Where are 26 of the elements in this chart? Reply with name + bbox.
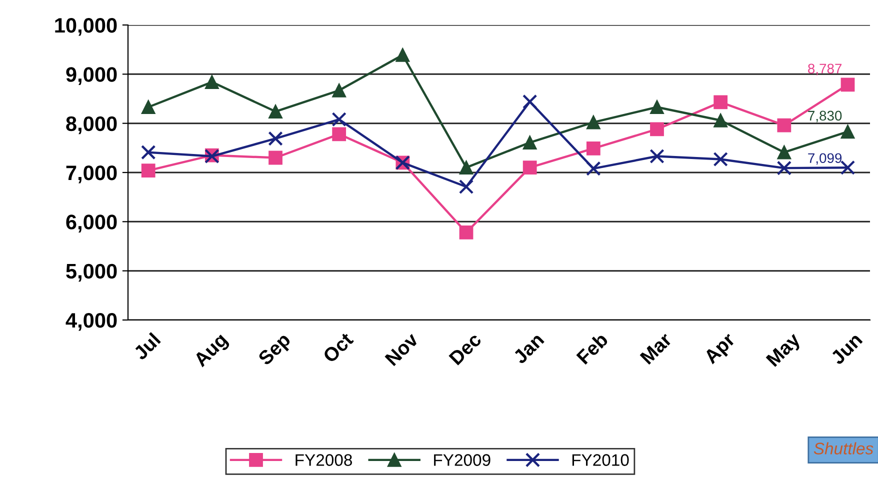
data-label: 7,830 <box>808 110 842 122</box>
data-label: 8,787 <box>808 64 842 76</box>
y-tick-label: 4,000 <box>66 313 117 331</box>
y-tick-label: 6,000 <box>66 214 117 232</box>
x-tick-label: Aug <box>192 332 231 370</box>
text: Shuttles <box>814 442 874 454</box>
data-label: 7,099 <box>808 153 842 165</box>
x-tick-label: Jan <box>512 332 545 365</box>
x-tick-label: May <box>766 332 804 370</box>
y-tick-label: 10,000 <box>55 18 117 36</box>
x-tick-label: Sep <box>257 332 294 369</box>
x-tick-label: Dec <box>448 332 482 366</box>
y-tick-label: 7,000 <box>66 166 117 184</box>
legend-label: FY2008 <box>296 454 352 466</box>
x-tick-label: Oct <box>322 332 354 364</box>
x-tick-label: Mar <box>640 332 673 365</box>
x-tick-label: Feb <box>576 332 609 365</box>
x-tick-label: Apr <box>703 332 739 368</box>
y-tick-label: 8,000 <box>66 116 117 134</box>
y-tick-label: 5,000 <box>66 264 117 282</box>
legend-label: FY2009 <box>434 454 490 466</box>
legend-label: FY2010 <box>572 454 629 466</box>
x-tick-label: Jul <box>132 332 161 361</box>
x-tick-label: Nov <box>384 332 420 366</box>
y-tick-label: 9,000 <box>66 67 117 85</box>
x-tick-label: Jun <box>830 332 863 366</box>
